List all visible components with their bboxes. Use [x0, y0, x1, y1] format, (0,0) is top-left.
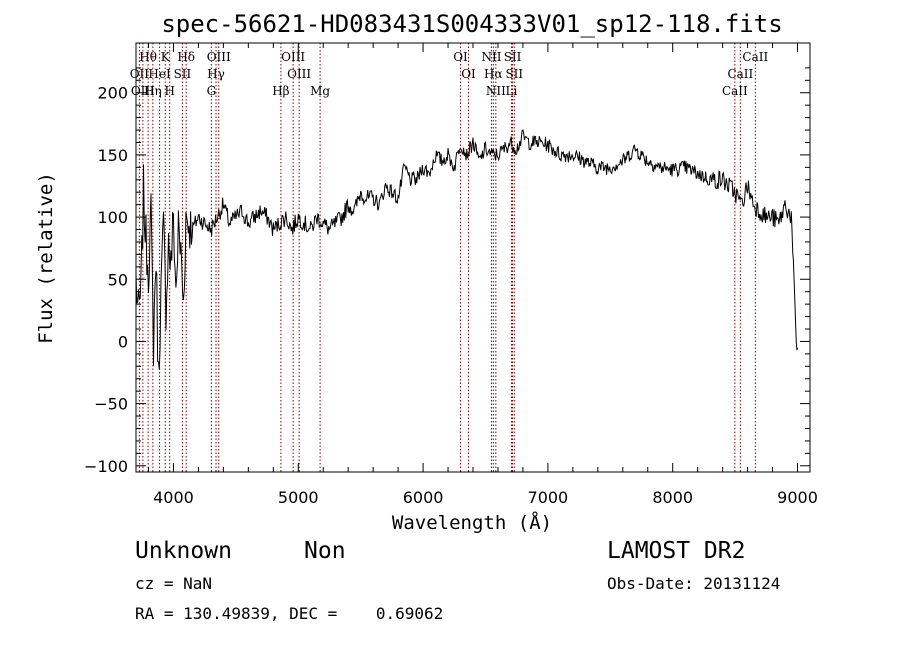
spectral-line-label: OIII — [281, 50, 305, 64]
x-tick-label: 5000 — [278, 488, 319, 507]
spectral-line-label: Hβ — [272, 84, 289, 98]
spectral-line-label: K — [161, 50, 171, 64]
object-subclass: Non — [304, 538, 346, 564]
y-tick-label: 150 — [97, 146, 128, 165]
redshift-text: cz = NaN — [135, 574, 213, 593]
spectral-line-label: SII — [174, 67, 192, 81]
x-tick-label: 6000 — [403, 488, 444, 507]
obs-date-text: Obs-Date: 20131124 — [607, 574, 781, 593]
spectral-line-label: Hδ — [177, 50, 195, 64]
spectral-line-label: CaII — [742, 50, 768, 64]
coordinates-text: RA = 130.49839, DEC = 0.69062 — [135, 604, 444, 623]
x-axis-label: Wavelength (Å) — [392, 511, 552, 534]
y-axis: −100 −50 0 50 100 150 200 — [84, 67, 810, 476]
plot-frame — [135, 42, 811, 473]
spectral-line-label: Hγ — [207, 67, 225, 81]
spectral-line-label: HeI — [148, 67, 171, 81]
spectral-line-label: Hα — [484, 67, 503, 81]
x-tick-label: 9000 — [777, 488, 818, 507]
spectrum-line — [135, 129, 798, 370]
spectral-line-label: OIII — [287, 67, 311, 81]
x-tick-label: 7000 — [528, 488, 569, 507]
y-tick-label: 0 — [118, 332, 128, 351]
spectral-line-label: CaII — [722, 84, 748, 98]
x-tick-label: 8000 — [652, 488, 693, 507]
spectral-line-label: Li — [506, 84, 518, 98]
spectral-line-label: CaII — [727, 67, 753, 81]
spectral-line-label: NII — [486, 84, 506, 98]
object-class: Unknown — [135, 538, 232, 564]
survey-name: LAMOST DR2 — [607, 538, 746, 564]
y-tick-label: 200 — [97, 84, 128, 103]
spectral-line-label: SII — [505, 67, 523, 81]
spectral-line-label: OII — [130, 67, 150, 81]
spectral-line-label: G — [207, 84, 217, 98]
chart-title: spec-56621-HD083431S004333V01_sp12-118.f… — [161, 10, 782, 38]
spectral-line-label: Hη — [144, 84, 162, 98]
spectral-line-label: OIII — [131, 84, 155, 98]
spectral-line-markers — [138, 43, 756, 472]
y-tick-label: 100 — [97, 208, 128, 227]
spectral-line-label: SII — [504, 50, 522, 64]
y-tick-label: −100 — [84, 457, 128, 476]
spectral-line-label: Mg — [310, 84, 330, 98]
spectral-line-label: NII — [481, 50, 501, 64]
spectral-line-label: OIII — [207, 50, 231, 64]
spectral-line-label: OI — [453, 50, 468, 64]
x-axis: 4000 5000 6000 7000 8000 9000 — [147, 43, 818, 507]
x-tick-label: 4000 — [153, 488, 194, 507]
y-axis-label: Flux (relative) — [35, 172, 57, 344]
spectral-line-label: OI — [461, 67, 476, 81]
spectral-line-label: Hθ — [139, 50, 157, 64]
spectral-line-label: H — [164, 84, 174, 98]
y-tick-label: 50 — [108, 270, 128, 289]
y-tick-label: −50 — [94, 395, 128, 414]
